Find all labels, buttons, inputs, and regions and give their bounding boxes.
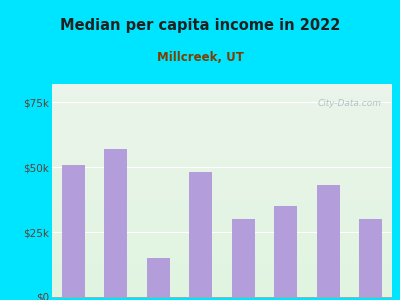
Bar — [62, 164, 85, 297]
Bar — [232, 219, 255, 297]
Bar — [104, 149, 128, 297]
Bar — [274, 206, 298, 297]
Text: Median per capita income in 2022: Median per capita income in 2022 — [60, 18, 340, 33]
Bar — [359, 219, 382, 297]
Bar — [316, 185, 340, 297]
Text: City-Data.com: City-Data.com — [318, 99, 382, 108]
Bar — [189, 172, 212, 297]
Text: Millcreek, UT: Millcreek, UT — [156, 51, 244, 64]
Bar — [146, 258, 170, 297]
